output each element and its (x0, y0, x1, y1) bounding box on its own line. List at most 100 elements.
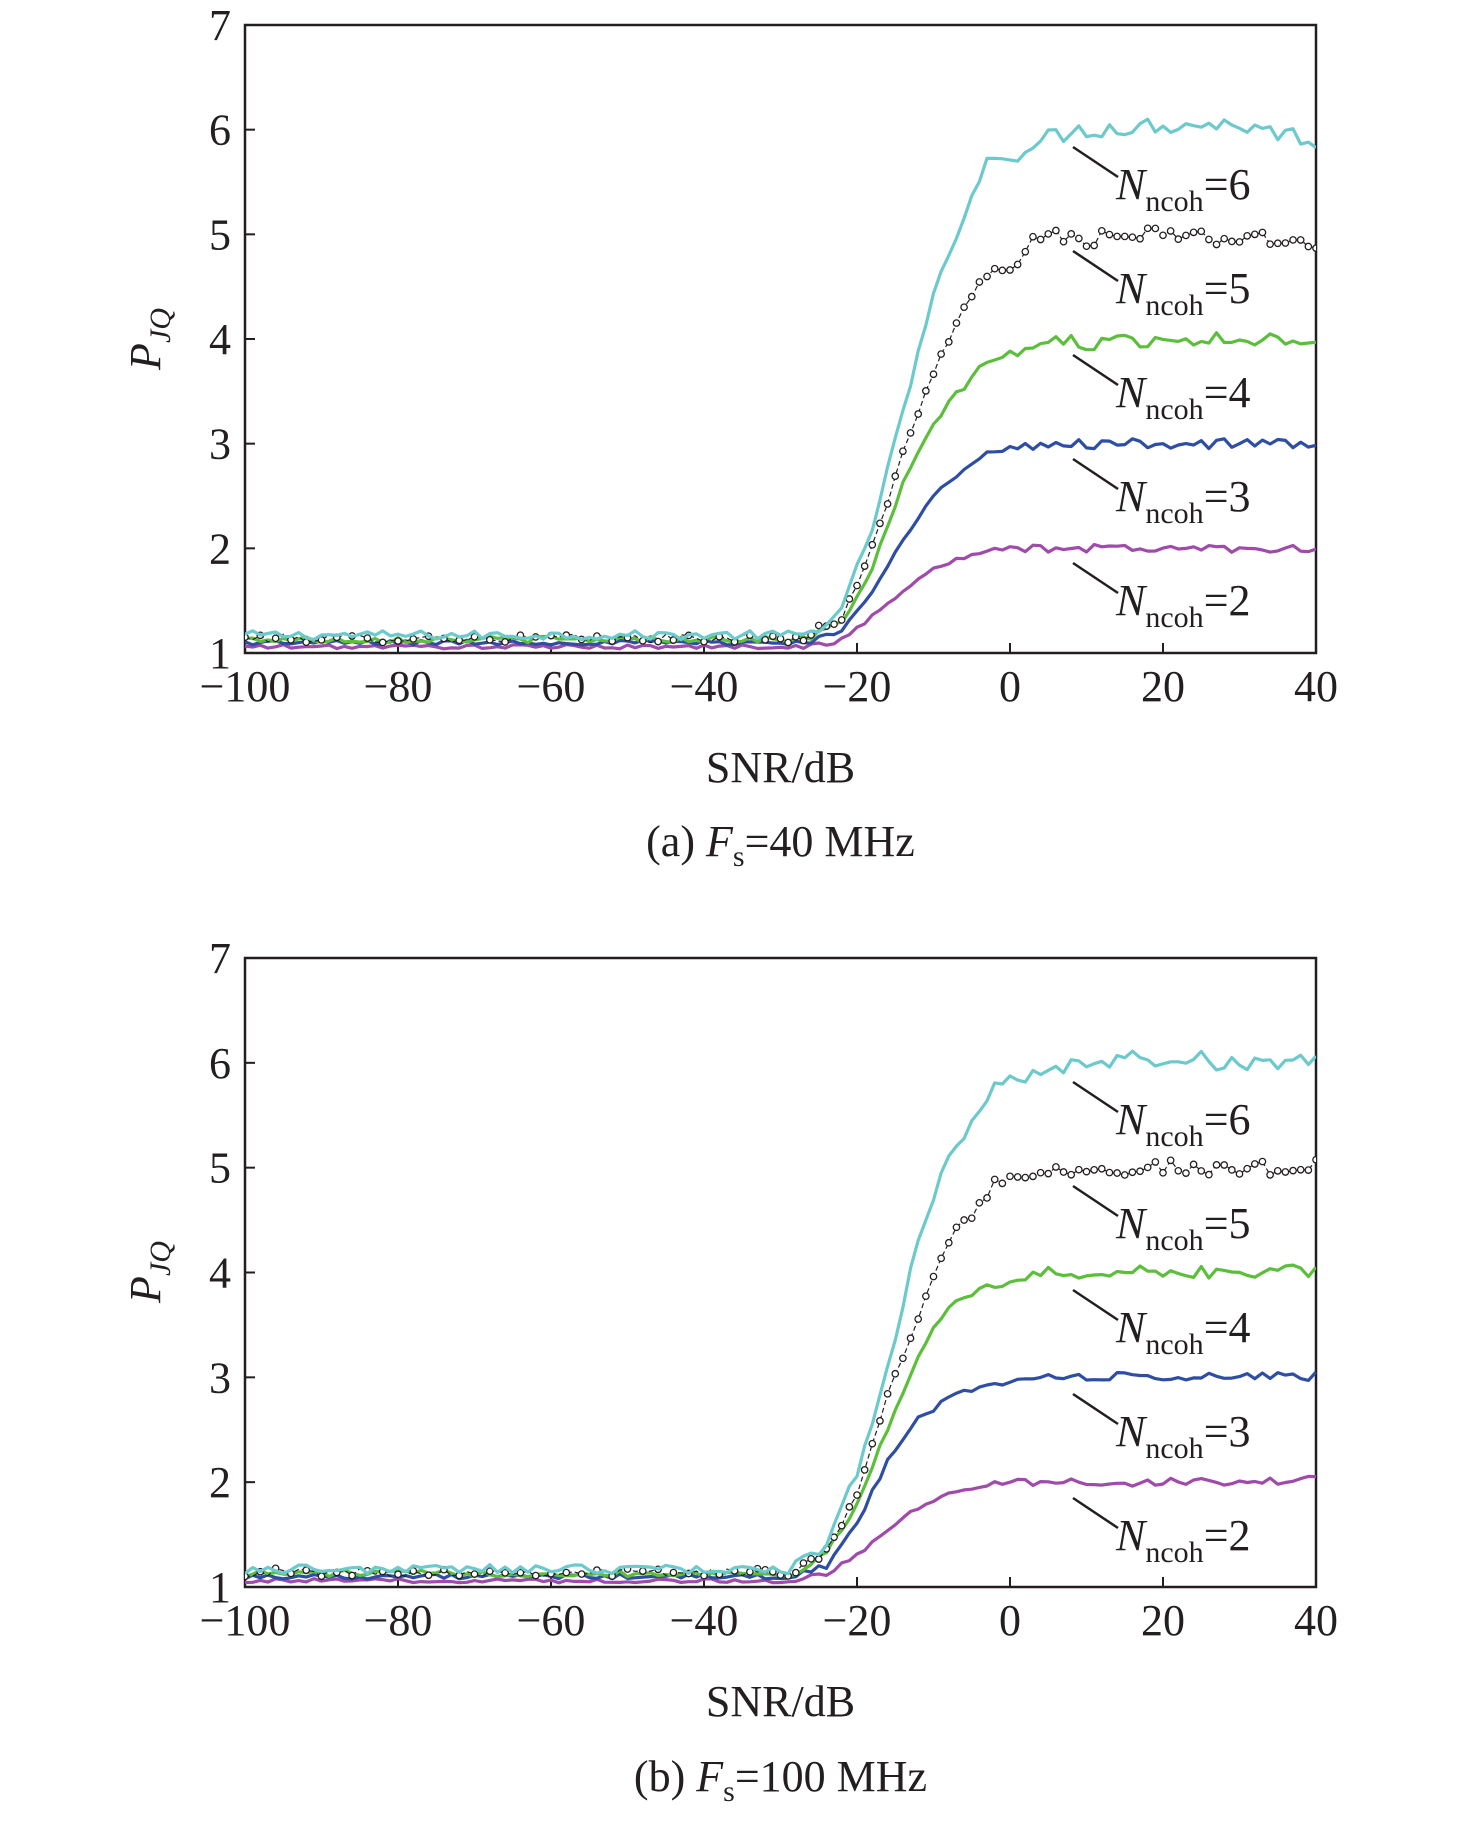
y-tick-label: 5 (209, 1144, 231, 1193)
x-tick-label: −100 (200, 662, 291, 711)
y-tick-label: 2 (209, 524, 231, 573)
series-marker (1228, 237, 1236, 246)
series-marker (883, 500, 892, 508)
series-marker (317, 1572, 326, 1581)
y-axis-label-main: P (121, 1276, 170, 1304)
series-marker (654, 637, 662, 646)
series-marker (1289, 1166, 1297, 1175)
series-marker (1052, 1163, 1060, 1171)
annotation-rest: =5 (1204, 264, 1251, 313)
series-marker (1182, 231, 1190, 240)
annotation-var: N (1115, 368, 1148, 417)
y-axis-label: PJQ (121, 1241, 177, 1304)
series-marker (1235, 238, 1244, 246)
series-annotation: Nncoh=6 (1115, 1095, 1251, 1153)
annotation-sub: ncoh (1145, 497, 1203, 530)
series-marker (998, 1179, 1007, 1188)
series-marker (837, 616, 846, 624)
caption-var: F (705, 817, 734, 866)
series-marker (1052, 226, 1060, 235)
series-marker (1205, 1170, 1213, 1179)
series-marker (921, 387, 930, 395)
series-marker (1021, 247, 1030, 256)
series-marker (1029, 1172, 1037, 1181)
annotation-var: N (1115, 264, 1148, 313)
series-marker (1250, 1160, 1259, 1168)
series-marker (768, 632, 777, 641)
series-marker (1258, 228, 1267, 237)
series-marker (853, 581, 861, 590)
series-marker (929, 1272, 938, 1281)
series-marker (845, 1503, 854, 1511)
series-marker (937, 1254, 946, 1263)
x-tick-label: −80 (364, 1596, 433, 1645)
caption-prefix: (a) (646, 817, 706, 866)
series-marker (409, 635, 418, 643)
series-marker (860, 1466, 869, 1474)
series-marker (1159, 1168, 1167, 1177)
series-annotation: Nncoh=3 (1115, 1407, 1251, 1465)
series-line-n-ncoh-6 (245, 117, 1316, 642)
annotation-leader (1072, 145, 1119, 179)
series-marker (1059, 1168, 1068, 1176)
series-line-n-ncoh-4 (245, 1263, 1316, 1579)
series-marker (562, 1568, 571, 1577)
annotation-leader (1072, 353, 1119, 387)
series-marker (1059, 237, 1068, 246)
series-marker (1036, 235, 1045, 244)
x-axis-label: SNR/dB (706, 1677, 855, 1726)
series-marker (1296, 1165, 1305, 1174)
x-tick-label: 40 (1294, 1596, 1338, 1645)
series-marker (1120, 1171, 1129, 1179)
series-marker (638, 1567, 647, 1575)
annotation-sub: ncoh (1145, 1328, 1203, 1361)
annotation-sub: ncoh (1145, 289, 1203, 322)
series-marker (1120, 232, 1129, 241)
annotation-var: N (1115, 472, 1148, 521)
series-marker (1174, 1166, 1183, 1175)
series-marker (1281, 1168, 1290, 1176)
x-axis-label: SNR/dB (706, 743, 855, 792)
series-marker (761, 636, 770, 644)
series-marker (1128, 233, 1137, 242)
series-marker (1174, 235, 1183, 243)
series-marker (952, 1223, 961, 1232)
series-marker (990, 1175, 999, 1184)
caption-rest: =40 MHz (745, 817, 915, 866)
caption-sub: s (733, 840, 745, 873)
panel-b: −100 −80 −60 −40 −20 0 20 40 1 2 3 4 5 6 7 SNR/dB PJQ (b)… (121, 934, 1338, 1808)
series-marker (1304, 1166, 1313, 1174)
annotation-var: N (1115, 1095, 1148, 1144)
x-tick-label: 20 (1141, 1596, 1185, 1645)
annotation-rest: =4 (1204, 368, 1251, 417)
series-marker (914, 410, 923, 418)
series-marker (1312, 1155, 1316, 1164)
annotation-sub: ncoh (1145, 393, 1203, 426)
annotation-rest: =4 (1204, 1303, 1251, 1352)
series-marker (1304, 242, 1313, 251)
series-marker (860, 562, 869, 570)
series-annotation: Nncoh=5 (1115, 264, 1251, 322)
annotation-leader (1072, 249, 1119, 283)
series-marker (1044, 230, 1053, 238)
series-marker (937, 350, 946, 358)
annotation-sub: ncoh (1145, 185, 1203, 218)
series-marker (1143, 1163, 1152, 1172)
series-marker (1281, 239, 1290, 247)
series-marker (990, 264, 999, 273)
series-marker (853, 1491, 861, 1499)
series-annotation: Nncoh=2 (1115, 1511, 1251, 1569)
series-marker (470, 632, 479, 641)
y-axis-label: PJQ (121, 308, 177, 371)
series-marker (1090, 1166, 1099, 1174)
series-marker (516, 1568, 525, 1577)
series-marker (1166, 1156, 1175, 1165)
annotation-var: N (1115, 1407, 1148, 1456)
series-marker (1082, 242, 1091, 251)
series-line-n-ncoh-2 (245, 1474, 1316, 1585)
series-marker (1075, 1165, 1083, 1174)
series-marker (967, 292, 976, 301)
x-tick-label: 20 (1141, 662, 1185, 711)
x-tick-label: −20 (823, 662, 892, 711)
